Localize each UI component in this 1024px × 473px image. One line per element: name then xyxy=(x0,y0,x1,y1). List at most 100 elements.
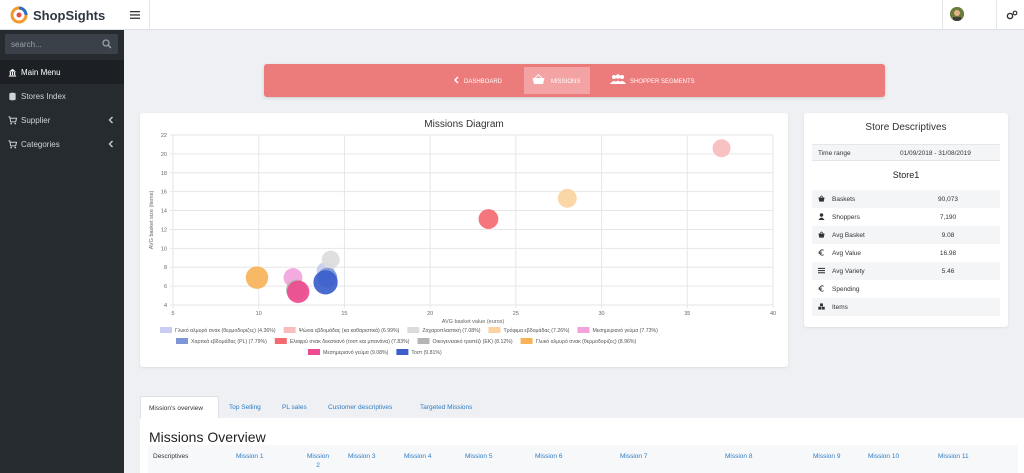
legend-swatch xyxy=(396,349,409,355)
store-name: Store1 xyxy=(892,170,920,180)
legend-swatch xyxy=(176,338,188,344)
time-range-label: Time range xyxy=(818,150,851,157)
legend-swatch xyxy=(283,327,296,333)
sidebar-item-supplier[interactable]: Supplier xyxy=(0,108,124,132)
tab-missions[interactable]: MISSIONS xyxy=(524,67,590,94)
chart-title: Missions Diagram xyxy=(424,119,503,130)
top-bar xyxy=(124,0,1024,30)
search-input[interactable] xyxy=(5,34,99,54)
tab-label: SHOPPER SEGMENTS xyxy=(630,79,695,85)
tab-shopper-segments[interactable]: SHOPPER SEGMENTS xyxy=(608,67,708,94)
chevron-left-icon xyxy=(108,116,113,124)
sidebar-item-stores-index[interactable]: Stores Index xyxy=(0,84,124,108)
store-row-spending: Spending xyxy=(812,280,1000,298)
column-header-mission[interactable]: Mission 5 xyxy=(465,453,493,460)
tab-label: DASHBOARD xyxy=(464,79,503,85)
y-axis-label: AVG basket size (items) xyxy=(149,191,155,250)
legend-label: Μεσημεριανό γεύμα (7.73%) xyxy=(592,327,658,334)
y-tick-label: 10 xyxy=(161,246,167,252)
store-row-value: 5.46 xyxy=(941,268,955,275)
y-tick-label: 20 xyxy=(161,152,167,158)
chevron-left-icon xyxy=(454,76,459,84)
search-icon[interactable] xyxy=(102,39,112,49)
data-point xyxy=(478,209,499,229)
x-tick-label: 25 xyxy=(513,311,519,317)
detail-tabs: Mission's overview Top Selling PL sales … xyxy=(140,396,788,418)
column-header-mission[interactable]: Mission 9 xyxy=(813,453,841,460)
legend-label: Ψώνια εβδομάδας (κα καθαριστικά) (6.99%) xyxy=(299,327,400,334)
app-name: ShopSights xyxy=(33,8,106,23)
store-row-avg-variety: Avg Variety 5.46 xyxy=(812,262,1000,280)
sidebar-item-main-menu[interactable]: Main Menu xyxy=(0,60,124,84)
y-tick-label: 14 xyxy=(161,209,167,215)
store-row-label: Shoppers xyxy=(832,214,860,221)
column-header-mission[interactable]: Mission 10 xyxy=(868,453,900,460)
column-header-mission[interactable]: Mission 7 xyxy=(620,453,648,460)
column-header-mission[interactable]: Mission 8 xyxy=(725,453,753,460)
column-header-mission[interactable]: Mission 4 xyxy=(404,453,432,460)
sidebar: ShopSights Main Menu Stores Index Suppli… xyxy=(0,0,124,473)
store-descriptives-card: Store Descriptives Time range 01/09/2018… xyxy=(804,113,1008,327)
missions-overview-card: Missions Overview Descriptives Mission 1… xyxy=(140,418,1024,473)
y-tick-label: 8 xyxy=(164,265,167,271)
missions-chart-card: Missions Diagram 5 10 15 20 25 30 35 40 4 6 8 10 12 14… xyxy=(140,113,788,367)
tab-dashboard[interactable]: DASHBOARD xyxy=(450,67,510,94)
time-range-row: Time range 01/09/2018 - 31/08/2019 xyxy=(812,144,1000,161)
tab-missions-overview[interactable]: Mission's overview xyxy=(140,396,219,418)
column-header-mission[interactable]: Mission 6 xyxy=(535,453,563,460)
bank-icon xyxy=(8,68,17,77)
gears-icon[interactable] xyxy=(1006,10,1018,20)
store-descriptives-title: Store Descriptives xyxy=(865,122,947,133)
missions-overview-header: Descriptives Mission 1 Mission 2 Mission… xyxy=(148,445,1018,473)
store-row-avg-basket: Avg Basket 9.08 xyxy=(812,226,1000,244)
basket-icon xyxy=(532,74,545,84)
tab-targeted-missions[interactable]: Targeted Missions xyxy=(420,404,473,411)
avatar[interactable] xyxy=(950,7,964,21)
chevron-left-icon xyxy=(108,140,113,148)
legend-label: Γλυκό αλμυρό σνακ (θερμοδοριζες) (4.36%) xyxy=(175,327,276,334)
store-row-items: Items xyxy=(812,298,1000,316)
data-point xyxy=(245,266,269,289)
cart-icon xyxy=(8,116,17,125)
legend-label: Ελαφρύ σνακ δεκατιανό (τοστ και μπανάνα)… xyxy=(290,338,410,345)
store-row-shoppers: Shoppers 7,190 xyxy=(812,208,1000,226)
store-row-avg-value: Avg Value 16.98 xyxy=(812,244,1000,262)
column-header-mission[interactable]: Mission 2 xyxy=(306,453,330,469)
column-header-mission[interactable]: Mission 1 xyxy=(236,453,264,460)
x-axis-label: AVG basket value (euros) xyxy=(442,319,505,325)
x-tick-label: 30 xyxy=(599,311,605,317)
sidebar-search xyxy=(5,34,118,54)
legend-label: Τοστ (9.81%) xyxy=(411,350,442,356)
legend-swatch xyxy=(274,338,287,344)
store-row-value: 7,190 xyxy=(939,214,957,221)
sidebar-item-label: Main Menu xyxy=(21,68,61,77)
tab-pl-sales[interactable]: PL sales xyxy=(282,404,307,411)
x-tick-label: 10 xyxy=(256,311,262,317)
logo-icon xyxy=(10,6,28,24)
sidebar-item-categories[interactable]: Categories xyxy=(0,132,124,156)
database-icon xyxy=(9,92,16,101)
store-row-value: 9.08 xyxy=(941,232,955,239)
x-tick-label: 20 xyxy=(427,311,433,317)
cart-icon xyxy=(8,140,17,149)
tab-customer-descriptives[interactable]: Customer descriptives xyxy=(328,404,393,411)
legend-swatch xyxy=(488,327,501,333)
menu-toggle-icon[interactable] xyxy=(130,9,140,21)
tab-top-selling[interactable]: Top Selling xyxy=(229,404,261,411)
cubes-icon xyxy=(818,303,825,310)
sidebar-item-label: Stores Index xyxy=(21,92,66,101)
y-tick-label: 4 xyxy=(164,303,167,309)
store-row-value: 90,073 xyxy=(938,196,958,203)
user-photo-icon xyxy=(950,7,964,21)
legend-label: Τρόφιμα εβδομάδας (7.26%) xyxy=(503,327,569,334)
legend-swatch xyxy=(577,327,590,333)
y-tick-label: 6 xyxy=(164,284,167,290)
missions-nav-banner: DASHBOARD MISSIONS SHOPPER SEGMENTS xyxy=(264,64,885,97)
basket-icon xyxy=(818,195,825,202)
column-header-mission[interactable]: Mission 11 xyxy=(938,453,969,460)
legend-swatch xyxy=(308,349,320,355)
logo-area[interactable]: ShopSights xyxy=(0,0,124,30)
store-row-value: 16.98 xyxy=(939,250,957,257)
y-tick-label: 22 xyxy=(161,133,167,139)
column-header-mission[interactable]: Mission 3 xyxy=(348,453,376,460)
